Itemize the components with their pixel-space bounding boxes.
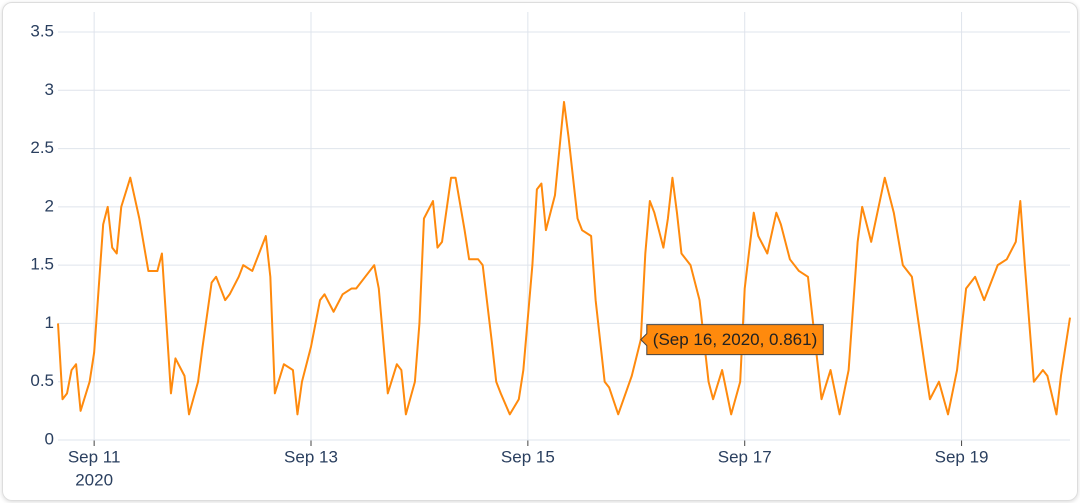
x-tick-label: Sep 17 bbox=[718, 447, 772, 466]
x-tick-label: Sep 19 bbox=[935, 447, 989, 466]
data-line bbox=[57, 100, 1071, 416]
tooltip-box bbox=[640, 324, 824, 356]
x-tick-label: Sep 11 bbox=[68, 447, 121, 466]
y-tick-label: 2.5 bbox=[30, 138, 54, 157]
y-tick-label: 1.5 bbox=[30, 255, 54, 274]
y-tick-label: 0 bbox=[45, 429, 54, 448]
y-tick-label: 0.5 bbox=[30, 371, 54, 390]
y-tick-label: 1 bbox=[45, 313, 54, 332]
y-tick-label: 3 bbox=[45, 80, 54, 99]
y-tick-label: 2 bbox=[45, 196, 54, 215]
x-year-label: 2020 bbox=[75, 470, 113, 489]
x-tick-label: Sep 15 bbox=[501, 447, 555, 466]
y-tick-label: 3.5 bbox=[30, 21, 54, 40]
x-tick-label: Sep 13 bbox=[284, 447, 338, 466]
hover-tooltip: (Sep 16, 2020, 0.861) bbox=[640, 324, 824, 356]
tooltip-text: (Sep 16, 2020, 0.861) bbox=[653, 330, 817, 349]
